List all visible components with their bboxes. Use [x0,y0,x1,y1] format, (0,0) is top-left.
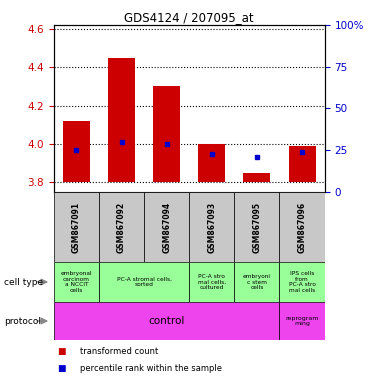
Bar [279,192,325,262]
Text: GSM867094: GSM867094 [162,202,171,253]
Bar [234,192,279,262]
Text: GSM867095: GSM867095 [252,202,262,253]
Bar [54,262,99,302]
Bar [234,262,279,302]
Text: PC-A stromal cells,
sorted: PC-A stromal cells, sorted [116,276,171,287]
Bar [144,192,189,262]
Bar [63,121,90,182]
Text: ■: ■ [58,347,66,356]
Text: embryonal
carcinom
a NCCIT
cells: embryonal carcinom a NCCIT cells [60,271,92,293]
Bar [153,86,180,182]
Bar [108,58,135,182]
Text: transformed count: transformed count [80,347,158,356]
Bar [279,302,325,340]
Title: GDS4124 / 207095_at: GDS4124 / 207095_at [124,11,254,24]
Bar [279,262,325,302]
Bar [54,192,99,262]
Bar [243,173,270,182]
Bar [189,192,234,262]
Text: IPS cells
from
PC-A stro
mal cells: IPS cells from PC-A stro mal cells [289,271,315,293]
Text: GSM867096: GSM867096 [298,202,306,253]
Text: embryoni
c stem
cells: embryoni c stem cells [243,274,271,290]
Text: ■: ■ [58,364,66,373]
Bar [99,262,189,302]
Text: GSM867093: GSM867093 [207,202,216,253]
Bar [54,302,279,340]
Text: GSM867092: GSM867092 [117,202,126,253]
Text: control: control [148,316,185,326]
Text: percentile rank within the sample: percentile rank within the sample [80,364,222,373]
Text: GSM867091: GSM867091 [72,202,81,253]
Bar [289,146,316,182]
Text: reprogram
ming: reprogram ming [285,316,319,326]
Bar [189,262,234,302]
Bar [198,144,225,182]
Text: protocol: protocol [4,316,41,326]
Text: cell type: cell type [4,278,43,286]
Bar [99,192,144,262]
Text: PC-A stro
mal cells,
cultured: PC-A stro mal cells, cultured [198,274,226,290]
